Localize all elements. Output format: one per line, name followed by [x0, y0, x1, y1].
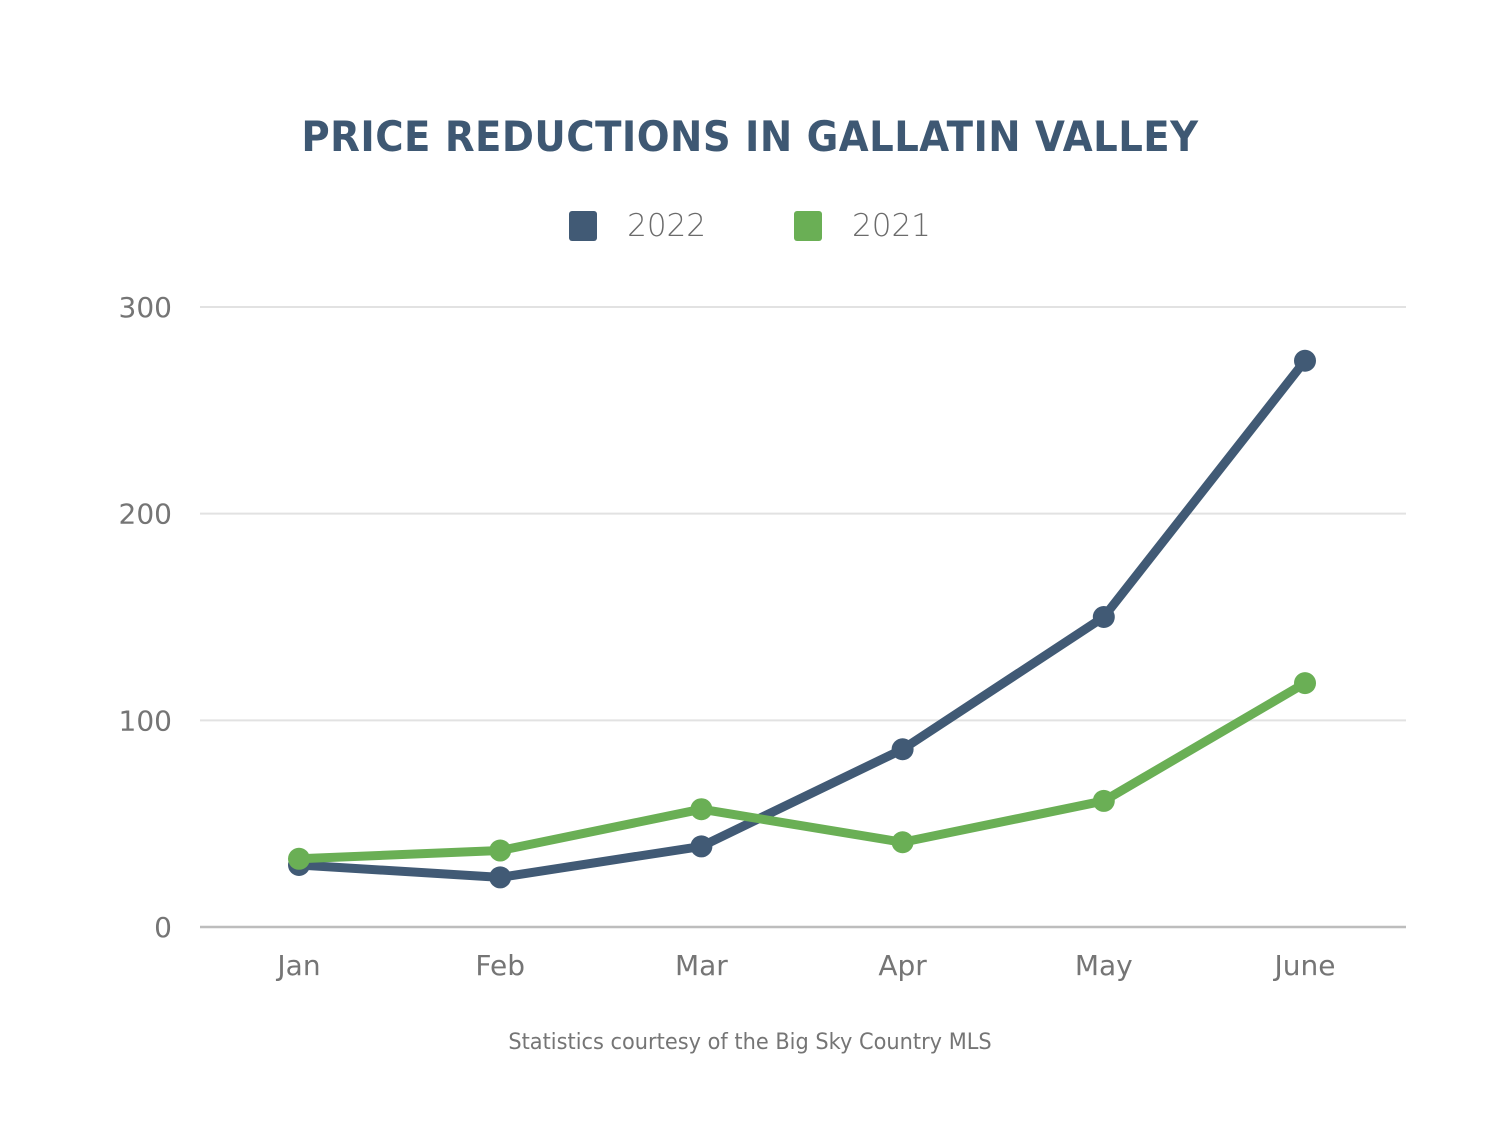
footnote: Statistics courtesy of the Big Sky Count… — [508, 1030, 992, 1055]
x-tick-label-feb: Feb — [475, 949, 525, 982]
data-point-2021-apr — [891, 831, 914, 854]
legend-item-2021: 2021 — [794, 208, 931, 244]
legend-label-2021: 2021 — [852, 208, 931, 244]
x-tick-label-june: June — [1273, 949, 1336, 982]
data-point-2022-apr — [891, 738, 914, 761]
data-point-2021-mar — [690, 798, 713, 821]
x-tick-label-apr: Apr — [878, 949, 927, 982]
data-point-2022-june — [1294, 349, 1316, 372]
x-tick-label-jan: Jan — [275, 949, 320, 982]
data-point-2021-jan — [288, 847, 310, 870]
y-tick-label-0: 0 — [154, 911, 172, 944]
data-point-2021-june — [1294, 672, 1316, 695]
x-tick-label-mar: Mar — [675, 949, 728, 982]
y-tick-label-300: 300 — [119, 291, 172, 324]
y-tick-label-100: 100 — [119, 704, 172, 737]
series-line-2021 — [294, 678, 1310, 864]
legend: 2022 2021 — [0, 208, 1500, 244]
data-point-2022-mar — [690, 835, 713, 858]
y-tick-label-200: 200 — [119, 498, 172, 531]
legend-item-2022: 2022 — [569, 208, 706, 244]
legend-swatch-2022 — [569, 211, 598, 241]
chart-title: PRICE REDUCTIONS IN GALLATIN VALLEY — [301, 112, 1199, 161]
data-point-2022-may — [1092, 606, 1115, 628]
x-tick-label-may: May — [1075, 949, 1133, 982]
data-point-2021-may — [1092, 789, 1115, 812]
legend-swatch-2021 — [794, 211, 822, 241]
series-line-2022 — [294, 356, 1310, 882]
data-point-2022-feb — [489, 866, 512, 889]
data-point-2021-feb — [489, 839, 512, 862]
legend-label-2022: 2022 — [627, 208, 706, 244]
